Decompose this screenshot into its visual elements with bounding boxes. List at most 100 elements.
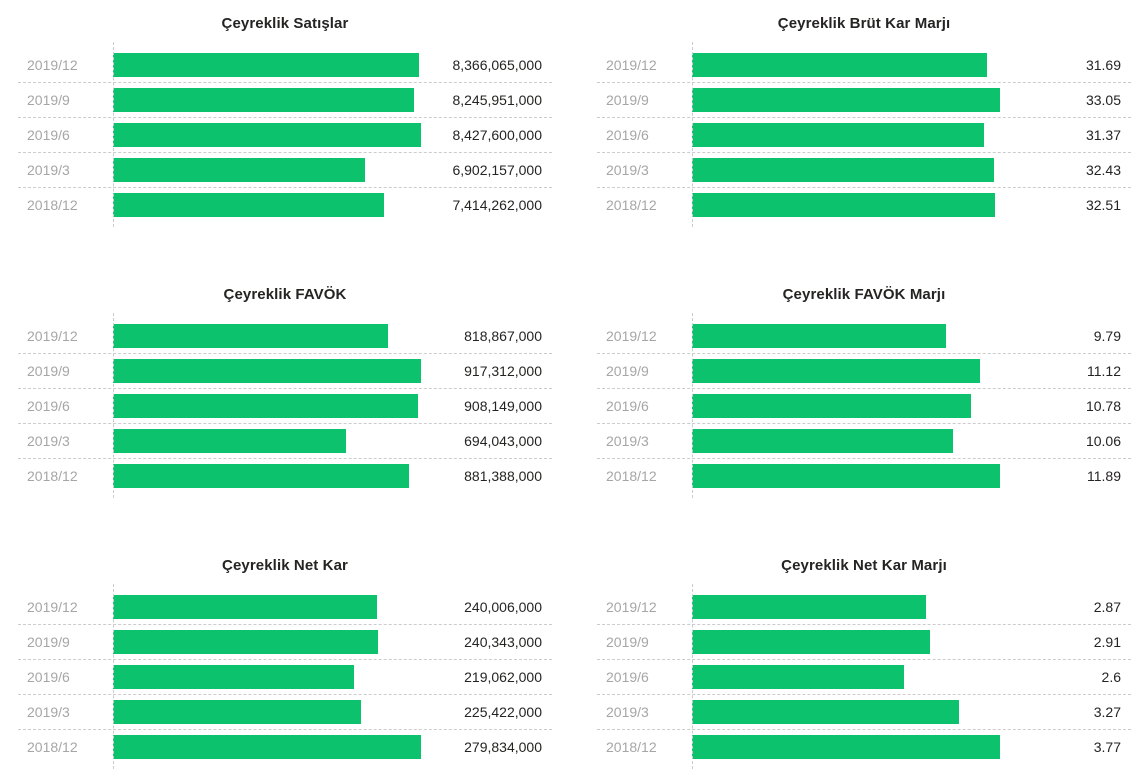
- bar[interactable]: [692, 735, 1000, 759]
- bar[interactable]: [692, 464, 1000, 488]
- bar-row: 2018/12 32.51: [597, 187, 1131, 222]
- bar[interactable]: [113, 700, 362, 724]
- bar[interactable]: [692, 158, 995, 182]
- category-label: 2019/12: [606, 327, 657, 344]
- chart-rows: 2019/12 2.87 2019/9 2.91 2019/6 2.6 2019/3 3.27…: [597, 584, 1131, 769]
- bar[interactable]: [113, 323, 388, 348]
- bar-row: 2019/9 917,312,000: [18, 353, 552, 388]
- bar-track: [692, 464, 1000, 488]
- value-label: 31.37: [1085, 127, 1121, 143]
- bar-row: 2019/3 6,902,157,000: [18, 152, 552, 187]
- value-label: 917,312,000: [464, 363, 542, 379]
- bar-row: 2018/12 279,834,000: [18, 729, 552, 764]
- bar[interactable]: [113, 665, 355, 689]
- chart-title: Çeyreklik FAVÖK: [223, 286, 347, 303]
- chart-rows: 2019/12 8,366,065,000 2019/9 8,245,951,000 2…: [18, 42, 552, 227]
- category-label: 2019/6: [606, 127, 649, 143]
- category-label: 2019/9: [606, 92, 649, 108]
- chart-rows: 2019/12 818,867,000 2019/9 917,312,000 2019/…: [18, 313, 552, 498]
- bar[interactable]: [692, 429, 953, 453]
- category-label: 2019/12: [606, 56, 657, 73]
- bar-row: 2019/3 225,422,000: [18, 694, 552, 729]
- bar[interactable]: [113, 52, 419, 77]
- bar-track: [113, 52, 421, 77]
- bar-track: [692, 429, 1000, 453]
- bar[interactable]: [113, 359, 421, 383]
- value-label: 31.69: [1085, 56, 1121, 73]
- bar-track: [692, 88, 1000, 112]
- bar[interactable]: [113, 630, 378, 654]
- chart-title: Çeyreklik Net Kar: [222, 557, 348, 574]
- category-label: 2018/12: [606, 197, 657, 213]
- value-label: 32.43: [1085, 162, 1121, 178]
- bar-row: 2019/12 818,867,000: [18, 318, 552, 353]
- bar[interactable]: [113, 429, 347, 453]
- bar[interactable]: [113, 158, 366, 182]
- bar[interactable]: [113, 123, 421, 147]
- bar[interactable]: [113, 594, 378, 619]
- category-label: 2019/3: [606, 433, 649, 449]
- bar[interactable]: [692, 394, 972, 418]
- bar-row: 2019/6 8,427,600,000: [18, 117, 552, 152]
- bar[interactable]: [692, 323, 946, 348]
- bar-track: [692, 394, 1000, 418]
- category-label: 2019/12: [27, 56, 78, 73]
- bar-track: [692, 52, 1000, 77]
- value-label: 2.6: [1101, 669, 1121, 685]
- value-label: 240,343,000: [464, 634, 542, 650]
- bar[interactable]: [113, 88, 415, 112]
- value-label: 7,414,262,000: [452, 197, 542, 213]
- chart-title: Çeyreklik Brüt Kar Marjı: [777, 15, 951, 32]
- chart-title: Çeyreklik Satışlar: [221, 15, 349, 32]
- bar-track: [113, 700, 421, 724]
- bar-row: 2019/9 240,343,000: [18, 624, 552, 659]
- bar[interactable]: [692, 700, 960, 724]
- bar-row: 2019/6 10.78: [597, 388, 1131, 423]
- bar[interactable]: [113, 394, 418, 418]
- value-label: 9.79: [1093, 327, 1121, 344]
- bar[interactable]: [692, 665, 905, 689]
- chart-quarterly-ebitda: Çeyreklik FAVÖK 2019/12 818,867,000 2019/9…: [18, 285, 552, 498]
- category-label: 2019/3: [27, 433, 70, 449]
- bar-track: [692, 735, 1000, 759]
- value-label: 219,062,000: [464, 669, 542, 685]
- category-label: 2019/12: [606, 598, 657, 615]
- bar-row: 2018/12 881,388,000: [18, 458, 552, 493]
- bar-track: [113, 594, 421, 619]
- bar[interactable]: [692, 52, 988, 77]
- bar-track: [692, 359, 1000, 383]
- bar[interactable]: [113, 193, 384, 217]
- bar-row: 2019/6 31.37: [597, 117, 1131, 152]
- bar-track: [113, 464, 421, 488]
- chart-quarterly-ebitda-margin: Çeyreklik FAVÖK Marjı 2019/12 9.79 2019/9 1…: [597, 285, 1131, 498]
- category-label: 2019/6: [606, 398, 649, 414]
- category-label: 2019/3: [606, 704, 649, 720]
- bar-row: 2018/12 3.77: [597, 729, 1131, 764]
- bar[interactable]: [692, 88, 1000, 112]
- bar-row: 2018/12 11.89: [597, 458, 1131, 493]
- bar[interactable]: [692, 193, 995, 217]
- value-label: 32.51: [1085, 197, 1121, 213]
- chart-title: Çeyreklik FAVÖK Marjı: [782, 286, 946, 303]
- bar-track: [692, 665, 1000, 689]
- value-label: 881,388,000: [464, 468, 542, 484]
- bar-row: 2019/12 2.87: [597, 589, 1131, 624]
- category-label: 2018/12: [27, 739, 78, 755]
- bar-track: [113, 193, 421, 217]
- bar[interactable]: [692, 359, 981, 383]
- bar[interactable]: [692, 123, 985, 147]
- bar[interactable]: [692, 630, 930, 654]
- bar[interactable]: [113, 464, 409, 488]
- bar-track: [692, 700, 1000, 724]
- bar-track: [692, 594, 1000, 619]
- value-label: 2.91: [1093, 634, 1121, 650]
- value-label: 3.27: [1093, 704, 1121, 720]
- bar-row: 2019/9 2.91: [597, 624, 1131, 659]
- bar[interactable]: [692, 594, 927, 619]
- bar-row: 2019/3 10.06: [597, 423, 1131, 458]
- bar[interactable]: [113, 735, 421, 759]
- category-label: 2018/12: [606, 739, 657, 755]
- category-label: 2019/3: [27, 704, 70, 720]
- value-label: 3.77: [1093, 739, 1121, 755]
- value-label: 6,902,157,000: [452, 162, 542, 178]
